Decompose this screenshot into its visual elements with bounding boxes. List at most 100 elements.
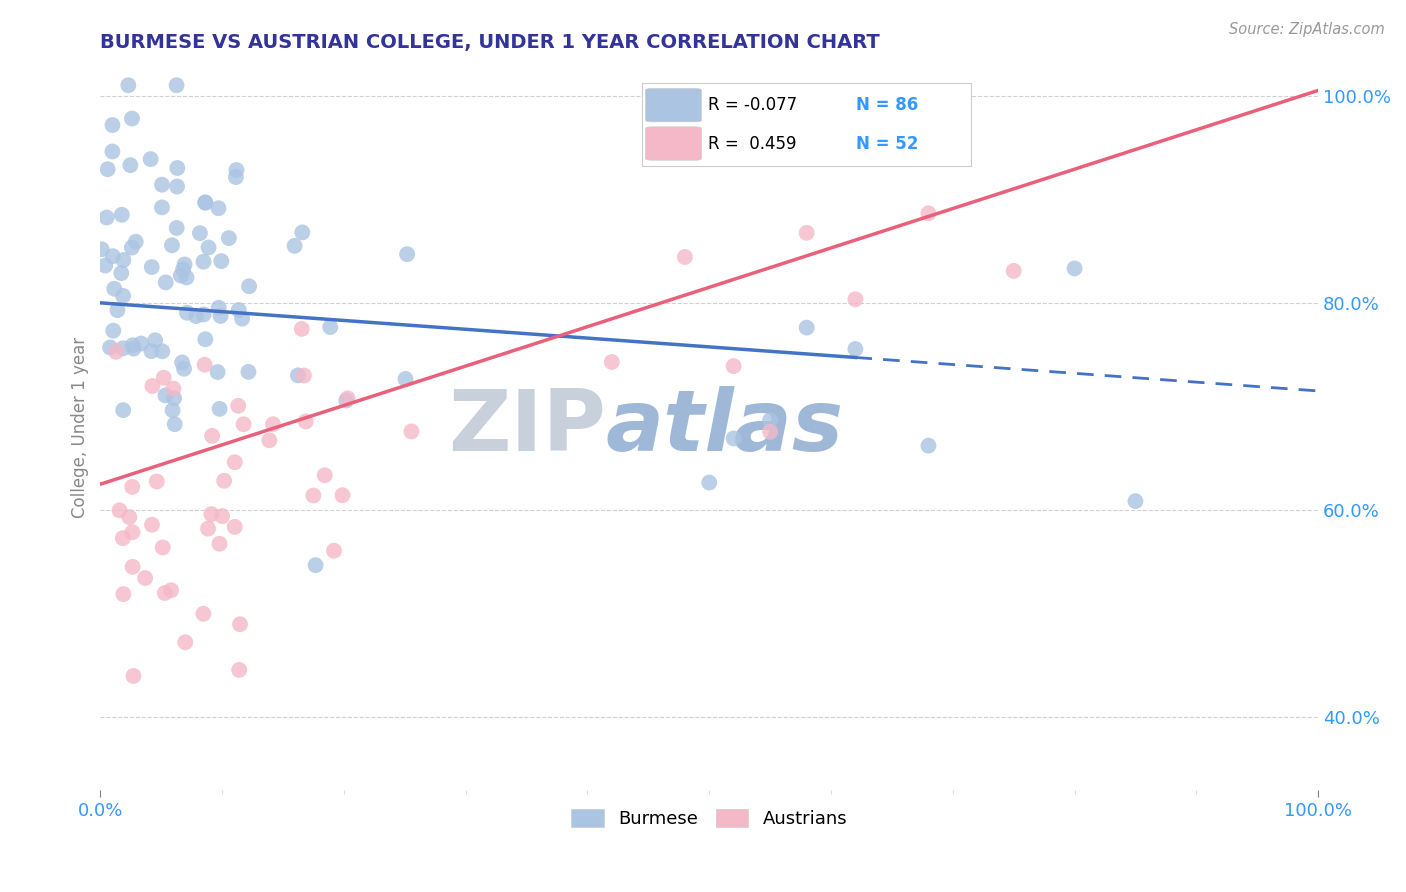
Point [193,254,215,268]
Point [121,112,143,126]
Point [292,368,315,383]
Point [209,309,232,323]
Point [162,382,184,396]
Point [335,393,357,408]
Point [152,370,174,384]
Point [287,368,309,383]
Point [238,279,260,293]
Point [600,355,623,369]
Point [697,475,720,490]
Point [112,289,135,303]
Point [129,336,152,351]
Point [141,260,163,274]
Point [90,242,112,256]
Point [146,475,169,489]
Point [844,293,866,307]
Point [396,247,419,261]
Point [112,253,135,268]
Point [211,509,233,524]
Point [1002,264,1025,278]
Legend: Burmese, Austrians: Burmese, Austrians [564,802,855,835]
Point [262,417,284,432]
Point [94,259,117,273]
Point [111,341,134,355]
Point [166,161,188,175]
Point [218,231,240,245]
Point [232,417,254,432]
Point [112,587,135,601]
Point [284,239,307,253]
Point [98,341,121,355]
Point [117,78,139,93]
Point [150,344,173,359]
Point [101,145,124,159]
Point [224,455,246,469]
Point [226,399,249,413]
Point [160,583,183,598]
Point [150,201,173,215]
Point [319,320,342,334]
Text: BURMESE VS AUSTRIAN COLLEGE, UNDER 1 YEAR CORRELATION CHART: BURMESE VS AUSTRIAN COLLEGE, UNDER 1 YEA… [100,33,880,52]
Point [207,201,229,215]
Point [170,268,193,283]
Point [166,78,188,93]
Point [796,320,818,334]
Point [121,241,143,255]
Point [304,558,326,573]
Point [120,158,142,172]
Point [108,503,131,517]
Text: atlas: atlas [606,385,844,468]
Point [176,306,198,320]
Point [917,206,939,220]
Point [184,309,207,323]
Point [103,324,125,338]
Point [141,379,163,393]
Point [229,617,252,632]
Point [294,414,316,428]
Text: Source: ZipAtlas.com: Source: ZipAtlas.com [1229,22,1385,37]
Point [323,543,346,558]
Point [103,282,125,296]
Point [174,635,197,649]
Point [176,270,198,285]
Point [121,338,143,352]
Point [225,163,247,178]
Point [96,211,118,225]
Point [208,401,231,416]
Point [208,537,231,551]
Point [122,342,145,356]
Point [134,571,156,585]
Point [314,468,336,483]
Point [194,195,217,210]
Point [401,425,423,439]
Point [141,344,163,359]
Point [101,249,124,263]
Point [110,266,132,280]
Point [194,195,217,210]
Point [209,254,232,268]
Point [291,226,314,240]
Point [155,388,177,402]
Point [111,208,134,222]
Point [173,361,195,376]
Point [111,531,134,545]
Point [125,235,148,249]
Point [193,307,215,321]
Point [796,226,818,240]
Point [917,439,939,453]
Point [153,586,176,600]
Point [101,118,124,132]
Point [121,559,143,574]
Point [112,403,135,417]
Point [224,520,246,534]
Point [302,489,325,503]
Point [121,525,143,540]
Point [152,541,174,555]
Point [194,332,217,346]
Point [193,607,215,621]
Point [162,403,184,417]
Point [197,240,219,254]
Point [228,303,250,318]
Y-axis label: College, Under 1 year: College, Under 1 year [72,336,89,517]
Point [105,344,128,359]
